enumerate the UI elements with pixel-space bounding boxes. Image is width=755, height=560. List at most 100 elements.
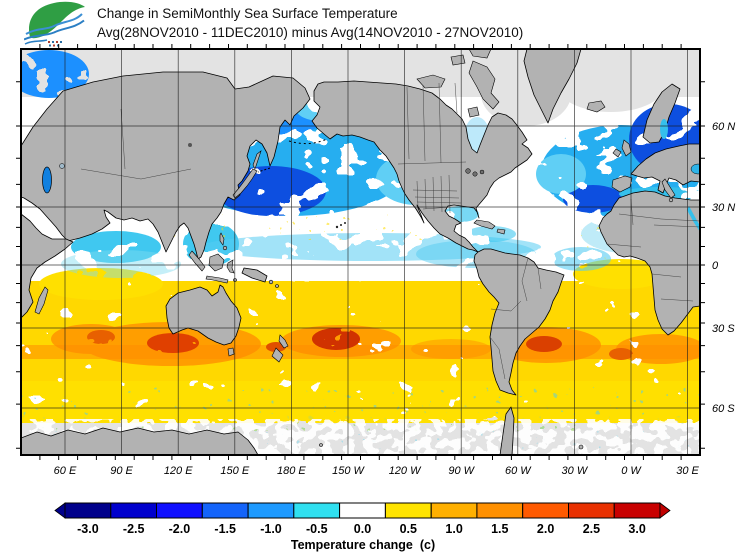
lon-label: 150 W bbox=[332, 465, 365, 477]
island-japan bbox=[232, 168, 258, 199]
graticule-lines bbox=[21, 49, 700, 455]
lon-label: 0 W bbox=[621, 465, 642, 477]
continents bbox=[21, 49, 700, 455]
lat-label: 60 N bbox=[712, 121, 735, 133]
cbar-tick: 2.5 bbox=[583, 522, 600, 536]
lon-label: 30 W bbox=[562, 465, 589, 477]
wave-line-1 bbox=[25, 13, 83, 35]
colorbar-segment bbox=[64, 502, 112, 519]
cbar-tick: 0.0 bbox=[354, 522, 371, 536]
lake-baikal bbox=[188, 143, 192, 147]
baltic-sea bbox=[660, 119, 668, 139]
cbar-tick: -2.5 bbox=[123, 522, 145, 536]
south-georgia-island bbox=[578, 444, 584, 450]
island-new-zealand-south bbox=[271, 347, 284, 363]
political-borders bbox=[80, 82, 700, 380]
colorbar-caption: Temperature change (c) bbox=[291, 538, 435, 552]
subantarctic-island bbox=[319, 443, 323, 447]
island-ireland bbox=[612, 148, 622, 158]
lon-label: 30 E bbox=[676, 465, 699, 477]
antarctic-peninsula bbox=[499, 406, 515, 455]
continent-africa-horn bbox=[21, 213, 74, 319]
figure-title: Change in SemiMonthly Sea Surface Temper… bbox=[97, 6, 398, 21]
colorbar-segment bbox=[339, 502, 386, 519]
continent-eurasia bbox=[21, 71, 311, 260]
colorbar-segment bbox=[384, 502, 432, 519]
latitude-axis-labels: 60 N 30 N 0 30 S 60 S bbox=[712, 121, 735, 415]
cbar-tick: 2.0 bbox=[537, 522, 554, 536]
lon-label: 90 E bbox=[110, 465, 133, 477]
colorbar-right-arrow bbox=[659, 502, 671, 519]
aleutian-islands bbox=[288, 138, 328, 145]
scandinavia bbox=[642, 83, 681, 144]
colorbar-segment bbox=[110, 502, 158, 519]
continent-south-america bbox=[473, 248, 565, 396]
right-ticks bbox=[700, 81, 705, 449]
island-new-zealand-north bbox=[278, 334, 289, 349]
cbar-tick: 1.0 bbox=[445, 522, 462, 536]
red-sea bbox=[687, 206, 700, 232]
canadian-arctic-islands bbox=[416, 49, 500, 118]
lon-label: 180 E bbox=[277, 465, 306, 477]
island-philippines bbox=[219, 232, 225, 246]
lon-label: 60 E bbox=[54, 465, 77, 477]
island-great-britain bbox=[621, 139, 632, 157]
top-ticks bbox=[39, 44, 682, 49]
wave-line-3 bbox=[24, 39, 48, 45]
colorbar-segment bbox=[522, 502, 570, 519]
island-iceland bbox=[586, 100, 606, 113]
figure-header: Change in SemiMonthly Sea Surface Temper… bbox=[97, 4, 523, 42]
colorbar-segment bbox=[476, 502, 524, 519]
colorbar-segments bbox=[64, 502, 661, 519]
island-greenland bbox=[523, 49, 582, 124]
black-sea bbox=[690, 163, 700, 175]
cbar-tick: -2.0 bbox=[169, 522, 191, 536]
hawaii-islands bbox=[335, 222, 346, 229]
lon-label: 120 W bbox=[389, 465, 422, 477]
wave-line-2 bbox=[23, 19, 85, 41]
cbar-tick: 0.5 bbox=[400, 522, 417, 536]
lon-label: 150 E bbox=[220, 465, 249, 477]
cbar-tick: 3.0 bbox=[628, 522, 645, 536]
continent-north-america bbox=[311, 80, 533, 253]
world-anomaly-map: 60 N 30 N 0 30 S 60 S 60 E 90 E 120 E 15… bbox=[16, 44, 735, 477]
lat-label: 60 S bbox=[712, 403, 735, 415]
continent-europe bbox=[630, 143, 700, 194]
colorbar-tick-labels: -3.0 -2.5 -2.0 -1.5 -1.0 -0.5 0.0 0.5 1.… bbox=[77, 522, 646, 536]
island-sumatra bbox=[188, 250, 206, 272]
lon-label: 90 W bbox=[448, 465, 475, 477]
island-sakhalin bbox=[252, 150, 262, 170]
colorbar-segment bbox=[568, 502, 615, 519]
cbar-tick: 1.5 bbox=[491, 522, 508, 536]
cbar-tick: -1.5 bbox=[214, 522, 236, 536]
left-ticks bbox=[16, 81, 21, 449]
island-mindanao bbox=[222, 245, 228, 251]
lat-label: 0 bbox=[712, 260, 719, 272]
colorbar-segment bbox=[156, 502, 203, 519]
lon-label: 60 W bbox=[505, 465, 532, 477]
island-solomons bbox=[268, 279, 274, 285]
great-lakes bbox=[465, 168, 485, 177]
logo-micro-text bbox=[48, 41, 62, 47]
cbar-tick: -1.0 bbox=[260, 522, 282, 536]
cbar-tick: -3.0 bbox=[77, 522, 99, 536]
leaf-logo-graphic bbox=[23, 1, 85, 47]
colorbar-segment bbox=[201, 502, 249, 519]
island-cuba bbox=[473, 219, 496, 230]
climate-agency-leaf-logo bbox=[23, 1, 88, 47]
caspian-sea bbox=[42, 166, 52, 194]
colorbar-segment bbox=[430, 502, 478, 519]
colorbar-left-arrow bbox=[54, 502, 66, 519]
island-sulawesi bbox=[226, 259, 235, 274]
island-hispaniola bbox=[496, 228, 506, 235]
iberian-peninsula bbox=[611, 175, 633, 193]
island-madagascar bbox=[34, 286, 49, 315]
figure-subtitle: Avg(28NOV2010 - 11DEC2010) minus Avg(14N… bbox=[97, 25, 524, 40]
lat-label: 30 S bbox=[712, 323, 735, 335]
island-tasmania bbox=[227, 347, 235, 357]
island-vanuatu bbox=[275, 284, 279, 288]
bottom-ticks bbox=[39, 455, 682, 460]
colorbar-segment bbox=[247, 502, 295, 519]
island-sicily bbox=[668, 197, 674, 203]
